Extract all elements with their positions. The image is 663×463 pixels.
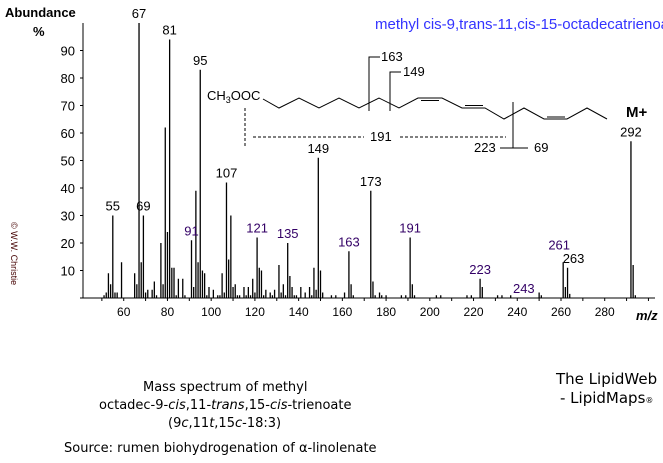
caption-text: ,11- [185, 398, 212, 413]
caption-text: ,11 [188, 416, 210, 431]
fragment-label-163: 163 [381, 49, 403, 64]
branding-text: - LipidMaps [560, 389, 646, 407]
x-tick-label: 60 [117, 305, 131, 319]
peak-label-261: 261 [548, 237, 570, 252]
peak-label-95: 95 [193, 53, 207, 68]
caption-italic: c [181, 416, 189, 431]
y-axis-label-abundance: Abundance [5, 5, 76, 20]
caption-text: -trienoate [287, 398, 352, 413]
caption-italic: c [234, 416, 243, 431]
peak-label-243: 243 [513, 281, 535, 296]
peak-label-191: 191 [399, 221, 421, 236]
fragment-label-223: 223 [474, 140, 496, 155]
peak-label-223: 223 [469, 262, 491, 277]
caption-italic: cis [168, 398, 186, 413]
peak-label-69: 69 [136, 199, 150, 214]
peak-label-91: 91 [184, 223, 198, 238]
caption-line-1: Mass spectrum of methyl [143, 380, 308, 395]
x-tick-label: 140 [289, 305, 309, 319]
caption-line-3: (9c,11t,15c-18:3) [168, 416, 281, 431]
x-tick-label: 120 [245, 305, 265, 319]
y-tick-label: 10 [61, 264, 75, 279]
x-tick-label: 220 [464, 305, 484, 319]
peak-label-107: 107 [216, 166, 238, 181]
fragment-label-69: 69 [534, 140, 548, 155]
x-tick-label: 80 [161, 305, 175, 319]
fragment-label-191: 191 [370, 129, 392, 144]
caption-text: (9 [168, 416, 182, 431]
caption-text: octadec-9- [99, 398, 169, 413]
y-tick-label: 20 [61, 236, 75, 251]
x-axis-label: m/z [636, 308, 658, 323]
x-tick-label: 200 [420, 305, 440, 319]
caption-text: ,15 [214, 416, 235, 431]
caption-italic: trans [211, 398, 245, 413]
copyright-text: © W.W. Christie [9, 222, 19, 285]
fragment-label-149: 149 [403, 64, 425, 79]
x-tick-label: 280 [595, 305, 615, 319]
x-tick-label: 100 [201, 305, 221, 319]
ester-group-label: CH3OOC [207, 88, 260, 105]
peak-label-173: 173 [360, 174, 382, 189]
y-axis-label-percent: % [33, 24, 45, 39]
caption-text: ,15- [244, 398, 270, 413]
caption-line-2: octadec-9-cis,11-trans,15-cis-trienoate [99, 398, 351, 413]
y-tick-label: 90 [61, 44, 75, 59]
y-tick-label: 60 [61, 126, 75, 141]
peak-label-263: 263 [563, 251, 585, 266]
x-tick-label: 160 [332, 305, 352, 319]
caption-text: -18:3) [242, 416, 282, 431]
chart-title: methyl cis-9,trans-11,cis-15-octadecatri… [375, 16, 663, 33]
carbon-chain [262, 97, 608, 120]
registered-mark: ® [645, 396, 654, 405]
peak-label-81: 81 [162, 23, 176, 38]
x-tick-label: 260 [551, 305, 571, 319]
caption-italic: cis [269, 398, 288, 413]
y-tick-label: 80 [61, 71, 75, 86]
peak-label-135: 135 [277, 226, 299, 241]
peak-label-163: 163 [338, 234, 360, 249]
branding-lipidweb: The LipidWeb [556, 370, 658, 388]
caption-italic: t [209, 416, 215, 431]
peak-label-55: 55 [106, 199, 120, 214]
peak-label-67: 67 [132, 6, 146, 21]
peak-label-121: 121 [246, 221, 268, 236]
y-tick-label: 40 [61, 181, 75, 196]
molecular-ion-label: M+ [626, 104, 647, 121]
y-tick-label: 30 [61, 209, 75, 224]
fragment-149-line [389, 71, 401, 111]
caption-source: Source: rumen biohydrogenation of α-lino… [64, 441, 377, 456]
y-tick-label: 70 [61, 99, 75, 114]
molecule-structure [244, 56, 608, 149]
x-tick-label: 240 [507, 305, 527, 319]
y-tick-label: 50 [61, 154, 75, 169]
x-tick-label: 180 [376, 305, 396, 319]
peak-label-149: 149 [307, 141, 329, 156]
branding-lipidmaps: - LipidMaps® [560, 389, 653, 407]
fragment-163-line [368, 56, 380, 111]
peak-label-292: 292 [620, 124, 642, 139]
